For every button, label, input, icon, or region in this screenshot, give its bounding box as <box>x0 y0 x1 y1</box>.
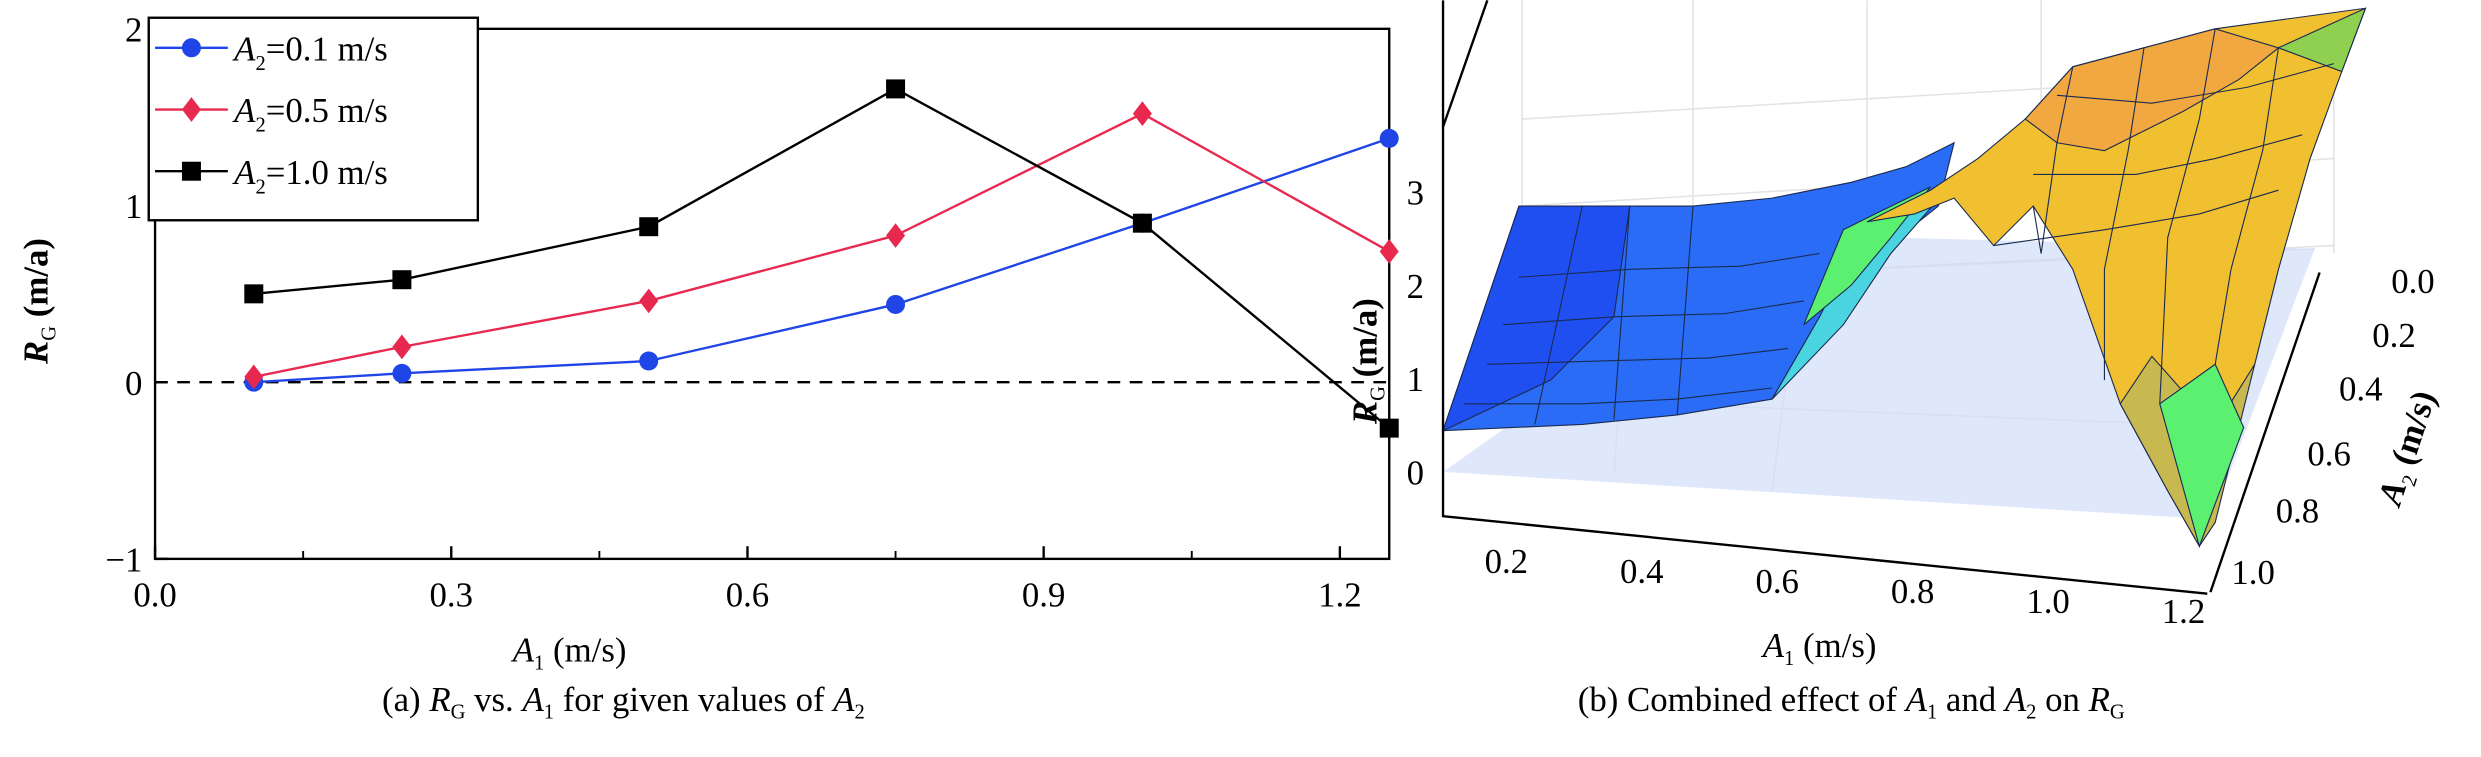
legend-symbol: A <box>232 153 256 192</box>
caption-b: (b) Combined effect of A1 and A2 on RG <box>1578 680 2125 724</box>
z-tick-label: 2 <box>1407 267 1424 306</box>
x-tick-label-3d: 0.2 <box>1485 542 1528 581</box>
square-marker <box>181 161 201 181</box>
legend-value: =0.5 m/s <box>266 91 388 130</box>
legend-symbol: A <box>232 29 256 68</box>
legend-value: =0.1 m/s <box>266 29 388 68</box>
circle-marker <box>639 351 659 371</box>
x-axis-label-3d: A1 (m/s) <box>1761 626 1877 670</box>
circle-marker <box>886 294 906 314</box>
series-diamond <box>244 101 1399 390</box>
diamond-marker <box>244 364 264 390</box>
legend-label: A2=1.0 m/s <box>232 153 388 198</box>
plot-frame <box>153 27 1391 561</box>
diamond-marker <box>1132 101 1152 126</box>
x-tick-label: 0.0 <box>133 575 177 614</box>
y-tick-label-3d: 0.0 <box>2391 262 2435 301</box>
series-group <box>244 79 1399 438</box>
y-tick-label: 1 <box>125 187 142 226</box>
panel-a-line-chart: 0.0 0.3 0.6 0.9 1.2 −1 0 1 2 RG (m/a) A1 (m/s) (… <box>16 10 1399 724</box>
square-marker <box>639 217 659 237</box>
z-tick-label: 1 <box>1407 360 1424 399</box>
x-tick-label-3d: 0.8 <box>1891 572 1935 611</box>
y-tick-label-3d: 1.0 <box>2231 553 2275 592</box>
legend-subscript: 2 <box>255 176 265 198</box>
square-marker <box>1379 418 1399 438</box>
z-tick-label: 0 <box>1407 454 1424 493</box>
legend-item: A2=0.1 m/s <box>155 29 388 75</box>
series-square <box>244 79 1399 438</box>
x-tick-label-3d: 0.4 <box>1620 552 1664 591</box>
circle-marker <box>392 363 412 383</box>
diamond-marker <box>392 334 412 360</box>
series-line <box>253 112 1390 379</box>
z-axis-label: RG (m/a) <box>1346 298 1390 425</box>
legend: A2=0.1 m/sA2=0.5 m/sA2=1.0 m/s <box>147 16 480 222</box>
legend-item: A2=0.5 m/s <box>155 91 388 137</box>
square-marker <box>1132 213 1152 233</box>
x-tick-label-3d: 1.2 <box>2162 592 2206 631</box>
y-tick-label: 2 <box>125 10 142 49</box>
legend-label: A2=0.5 m/s <box>232 91 388 136</box>
y-tick-label-3d: 0.2 <box>2372 316 2416 355</box>
series-line <box>253 87 1390 430</box>
x-tick-label-3d: 1.0 <box>2026 582 2070 621</box>
x-axis-label: A1 (m/s) <box>511 631 627 675</box>
diamond-marker <box>1379 239 1399 264</box>
y-tick-label: 0 <box>125 364 142 403</box>
legend-item: A2=1.0 m/s <box>155 153 388 198</box>
legend-subscript: 2 <box>255 115 265 137</box>
surface <box>1442 7 2367 549</box>
square-marker <box>244 284 264 304</box>
surface-peak-region <box>2024 28 2280 152</box>
x-tick-label: 0.9 <box>1022 575 1065 614</box>
z-tick-label: 3 <box>1407 173 1424 212</box>
diamond-marker <box>886 223 906 248</box>
x-tick-label: 0.3 <box>430 575 474 614</box>
y-axis-label: RG (m/a) <box>16 238 60 365</box>
surface-low-dark-region <box>1442 205 1631 432</box>
axis-ticks: 0.0 0.3 0.6 0.9 1.2 −1 0 1 2 <box>105 10 1361 614</box>
legend-box <box>147 16 480 222</box>
legend-value: =1.0 m/s <box>266 153 388 192</box>
circle-marker <box>181 38 201 58</box>
legend-subscript: 2 <box>255 53 265 75</box>
legend-label: A2=0.1 m/s <box>232 29 388 74</box>
square-marker <box>392 270 412 290</box>
surface-green-region <box>1803 186 1931 326</box>
surface-corner-region <box>2277 7 2367 73</box>
diamond-marker <box>639 288 659 314</box>
x-tick-label: 0.6 <box>726 575 770 614</box>
y-tick-label-3d: 0.8 <box>2276 491 2320 530</box>
caption-a: (a) RG vs. A1 for given values of A2 <box>382 680 865 724</box>
y-tick-label-3d: 0.6 <box>2307 435 2351 474</box>
y-tick-label-3d: 0.4 <box>2339 370 2383 409</box>
y-tick-label: −1 <box>105 541 142 580</box>
x-tick-label: 1.2 <box>1318 575 1362 614</box>
axes-3d <box>1441 0 2321 595</box>
square-marker <box>886 79 906 99</box>
series-line <box>253 137 1390 384</box>
surface-edge-green-region <box>2159 363 2245 549</box>
legend-symbol: A <box>232 91 256 130</box>
x-tick-label-3d: 0.6 <box>1755 562 1799 601</box>
circle-marker <box>1379 128 1399 148</box>
